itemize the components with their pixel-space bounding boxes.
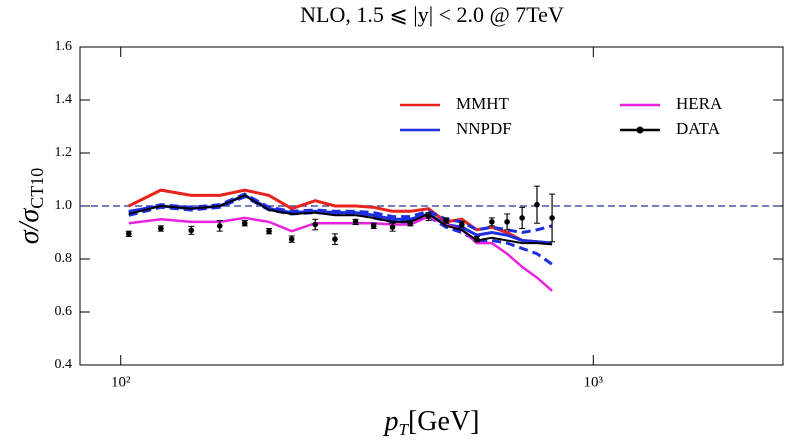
marker (266, 228, 272, 234)
marker (474, 236, 480, 242)
marker (519, 215, 525, 221)
data-point (504, 213, 511, 231)
data-point (425, 212, 432, 222)
y-tick-label: 0.8 (55, 251, 73, 266)
marker (407, 220, 414, 227)
marker (125, 231, 132, 237)
y-tick-label: 1.2 (55, 145, 73, 160)
marker (352, 219, 359, 225)
marker (158, 225, 164, 232)
legend-label: NNPDF (456, 119, 512, 138)
legend-label: DATA (676, 119, 721, 138)
series-line (128, 193, 553, 245)
data-point (266, 228, 273, 235)
y-tick-label: 1.0 (55, 198, 73, 213)
marker (216, 223, 223, 229)
y-tick-label: 1.6 (55, 39, 73, 54)
data-point (549, 193, 556, 243)
legend-label: HERA (676, 94, 723, 113)
data-point (488, 217, 495, 227)
y-label-sub: CT10 (27, 168, 47, 209)
marker (504, 219, 510, 225)
marker (370, 223, 377, 229)
marker (241, 220, 248, 227)
data-point (331, 233, 338, 245)
data-point (157, 225, 164, 232)
y-axis-label: σ/σCT10 (14, 168, 47, 244)
data-point (389, 222, 396, 232)
marker (389, 224, 396, 230)
data-point (188, 225, 195, 235)
series-line (128, 215, 553, 292)
x-label-sub: T (399, 420, 410, 439)
marker (188, 227, 195, 234)
y-tick-label: 0.4 (55, 357, 73, 372)
curve (128, 194, 553, 246)
data-point (458, 221, 465, 228)
x-tick-label: 10² (111, 374, 131, 390)
data-point (352, 218, 359, 226)
data-point (443, 217, 450, 224)
data-point (370, 222, 377, 230)
x-tick-label: 10³ (584, 374, 604, 390)
y-label-main: σ/σ (14, 208, 45, 245)
data-point (533, 185, 540, 224)
x-label-main: p (383, 406, 399, 437)
marker (489, 219, 495, 225)
data-point (241, 220, 248, 227)
marker (459, 221, 465, 228)
chart-title: NLO, 1.5 ⩽ |y| < 2.0 @ 7TeV (300, 2, 564, 27)
data-point (216, 220, 223, 232)
marker (425, 213, 432, 220)
marker (288, 236, 295, 242)
marker (332, 236, 338, 242)
marker (534, 201, 540, 208)
series-line (128, 188, 553, 245)
marker (443, 217, 449, 224)
x-label-unit: [GeV] (408, 406, 480, 437)
data-point (519, 206, 526, 230)
legend-marker (636, 126, 644, 134)
x-axis-label: pT[GeV] (383, 406, 480, 438)
data-point (473, 235, 480, 243)
marker (549, 215, 555, 221)
data-point (125, 230, 132, 237)
data-point (288, 235, 295, 243)
y-tick-label: 0.6 (55, 304, 73, 319)
data-point (312, 218, 319, 231)
data-point (407, 220, 414, 227)
marker (312, 221, 319, 228)
y-tick-label: 1.4 (55, 92, 73, 107)
legend-label: MMHT (456, 94, 510, 113)
